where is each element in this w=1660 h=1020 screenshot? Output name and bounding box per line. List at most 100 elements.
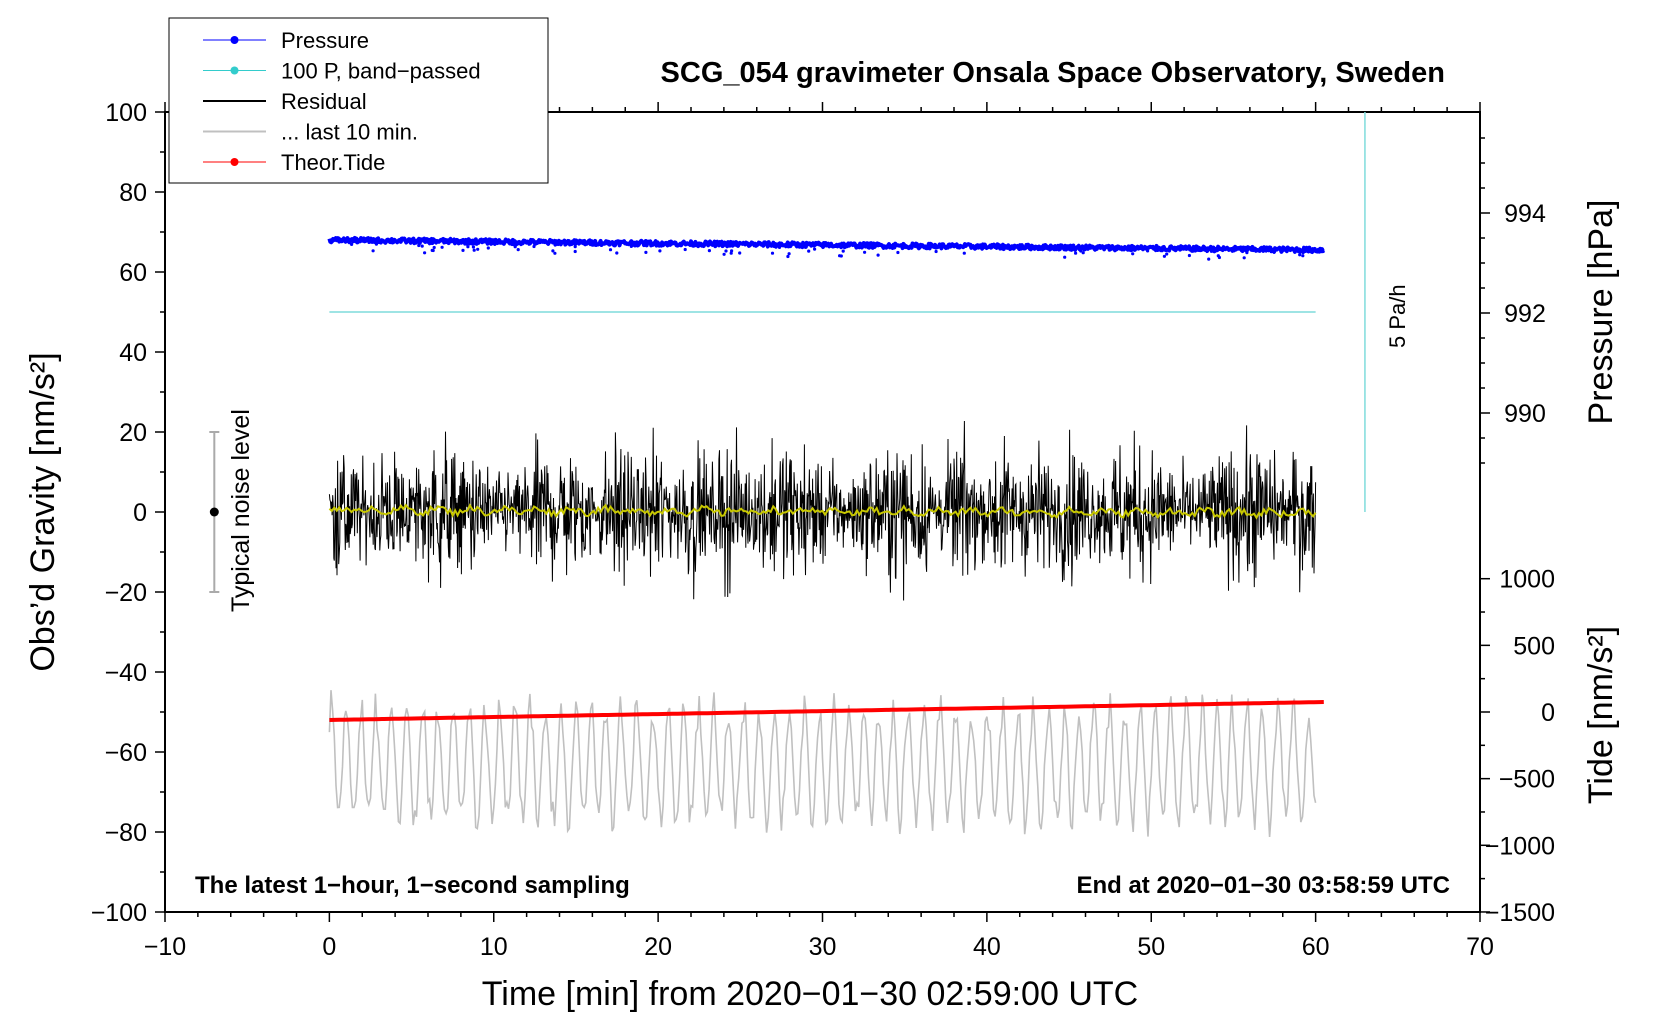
x-tick-label: 70 — [1466, 933, 1494, 961]
y-tick-label: −60 — [105, 739, 147, 767]
pressure-point — [1245, 251, 1249, 255]
pressure-point — [1242, 256, 1246, 260]
pressure-point — [1074, 251, 1078, 255]
tide-tick-label: 1000 — [1499, 566, 1555, 594]
pressure-point — [420, 244, 424, 248]
pressure-point — [770, 251, 775, 255]
tide-axis-ticks: 1000 500 0 −500 −1000 −1500 — [1480, 566, 1555, 927]
last10-series-line — [328, 690, 1317, 837]
x-tick-label: 0 — [322, 933, 336, 961]
pressure-point — [486, 246, 490, 250]
tide-tick-label: −500 — [1499, 766, 1555, 794]
pressure-point — [1301, 254, 1305, 258]
pressure-point — [608, 248, 613, 252]
pressure-point — [573, 245, 577, 249]
pressure-point — [1083, 248, 1087, 252]
pressure-point — [962, 251, 966, 255]
annotation-end-time: End at 2020−01−30 03:58:59 UTC — [1076, 872, 1450, 899]
y-axis-title-tide: Tide [nm/s²] — [1582, 626, 1620, 804]
pressure-point — [786, 254, 790, 259]
legend-label-3: ... last 10 min. — [281, 120, 418, 145]
y-tick-label: −40 — [105, 659, 147, 687]
rate-label: 5 Pa/h — [1385, 284, 1410, 348]
x-tick-label: 30 — [809, 933, 837, 961]
pressure-point — [658, 249, 662, 253]
x-tick-label: 20 — [644, 933, 672, 961]
pressure-point — [431, 248, 435, 253]
legend-dot-0 — [230, 36, 239, 44]
noise-bar-center-dot — [209, 507, 219, 517]
pressure-point — [440, 245, 444, 249]
pressure-point — [1081, 251, 1085, 255]
y-tick-label: 40 — [119, 339, 147, 367]
tide-tick-label: −1000 — [1485, 832, 1555, 860]
pressure-point — [738, 251, 742, 255]
y-axis-title-left: Obs’d Gravity [nm/s²] — [24, 352, 62, 671]
y-tick-label: 0 — [133, 499, 147, 527]
pressure-point — [707, 249, 712, 253]
pressure-series-line — [327, 235, 1326, 255]
pressure-point — [722, 252, 726, 256]
pressure-point — [471, 245, 475, 249]
legend-dot-4 — [230, 158, 239, 166]
pressure-axis-ticks: 994 992 990 — [1480, 137, 1546, 464]
pressure-point — [777, 245, 782, 249]
noise-level-bar — [209, 431, 220, 593]
pressure-point — [1162, 254, 1166, 258]
pressure-point — [374, 242, 378, 246]
pressure-point — [1212, 249, 1216, 253]
pressure-point — [432, 245, 436, 250]
pressure-point — [1216, 254, 1220, 258]
tide-tick-label: 500 — [1513, 632, 1555, 660]
tide-tick-label: 0 — [1541, 699, 1555, 727]
legend-label-2: Residual — [281, 89, 367, 114]
pressure-point — [1298, 253, 1302, 257]
pressure-point — [863, 250, 867, 254]
pressure-point — [461, 248, 465, 252]
x-axis-title: Time [min] from 2020−01−30 02:59:00 UTC — [482, 975, 1138, 1013]
chart-title: SCG_054 gravimeter Onsala Space Observat… — [661, 57, 1445, 89]
residual-smoothed-line — [328, 503, 1317, 520]
y-tick-label: −80 — [105, 819, 147, 847]
pressure-point — [417, 243, 421, 248]
y-tick-label: 80 — [119, 179, 147, 207]
pressure-point — [553, 251, 557, 255]
pressure-point — [1187, 253, 1191, 258]
y-tick-label: −100 — [91, 899, 147, 927]
x-tick-label: 60 — [1302, 933, 1330, 961]
pressure-point — [615, 251, 619, 255]
legend-label-0: Pressure — [281, 28, 369, 53]
pressure-point — [934, 249, 938, 254]
pressure-tick-label: 992 — [1504, 300, 1546, 328]
pressure-point — [476, 247, 480, 251]
legend-dot-1 — [230, 66, 239, 75]
y-tick-label: −20 — [105, 579, 147, 607]
pressure-tick-label: 990 — [1504, 400, 1546, 428]
pressure-point — [896, 250, 900, 255]
x-tick-label: 40 — [973, 933, 1001, 961]
tide-tick-label: −1500 — [1485, 899, 1555, 927]
pressure-point — [516, 248, 520, 252]
x-tick-label: −10 — [144, 933, 186, 961]
pressure-point — [573, 249, 577, 254]
pressure-point — [1131, 252, 1135, 256]
pressure-point — [371, 249, 375, 253]
pressure-point — [350, 242, 354, 246]
y-tick-label: 60 — [119, 259, 147, 287]
pressure-point — [787, 252, 791, 256]
pressure-point — [813, 247, 817, 251]
pressure-point — [1165, 252, 1169, 256]
pressure-point — [729, 251, 733, 255]
pressure-point — [839, 254, 843, 258]
y-axis-ticks-left: 100 80 60 40 20 0 −20 −40 −60 −80 −100 — [91, 99, 165, 927]
y-axis-title-pressure: Pressure [hPa] — [1582, 200, 1620, 425]
noise-level-label: Typical noise level — [227, 409, 255, 612]
x-tick-label: 10 — [480, 933, 508, 961]
pressure-point — [512, 243, 516, 247]
series-layer — [327, 235, 1326, 837]
pressure-point — [1079, 249, 1083, 253]
pressure-point — [876, 253, 880, 257]
legend-label-1: 100 P, band−passed — [281, 59, 481, 84]
pressure-point — [1207, 257, 1211, 261]
